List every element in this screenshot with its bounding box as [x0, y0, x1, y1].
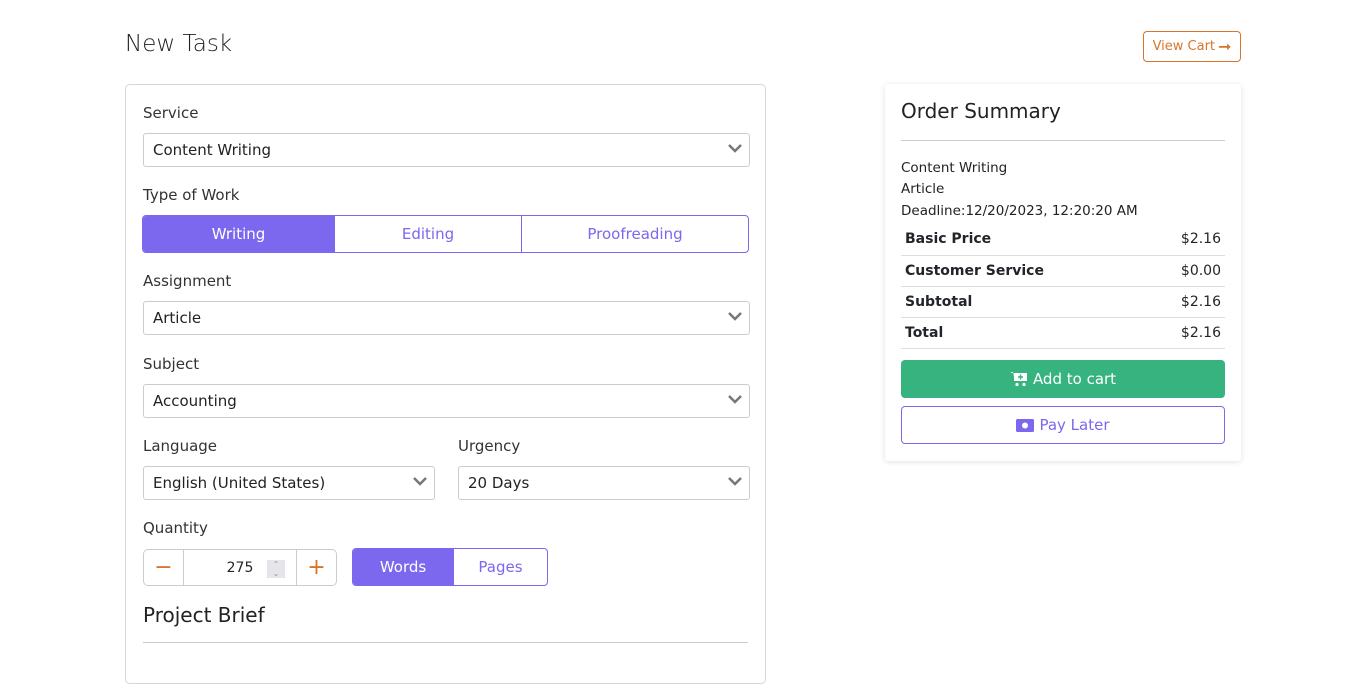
- type-of-work-label: Type of Work: [143, 186, 240, 204]
- table-row: Basic Price $2.16: [901, 224, 1225, 256]
- language-label: Language: [143, 437, 218, 455]
- row-label: Total: [901, 317, 1146, 349]
- order-summary: Order Summary Content Writing Article De…: [885, 84, 1241, 461]
- quantity-input[interactable]: 275 ⌃ ⌄: [183, 550, 297, 585]
- service-select[interactable]: Content Writing: [143, 133, 750, 167]
- row-label: Customer Service: [901, 255, 1146, 287]
- assignment-value: Article: [153, 309, 202, 327]
- divider: [901, 140, 1225, 141]
- table-row: Customer Service $0.00: [901, 255, 1225, 287]
- subject-select[interactable]: Accounting: [143, 384, 750, 418]
- view-cart-button[interactable]: View Cart ➞: [1143, 31, 1241, 62]
- chevron-down-icon: [728, 395, 742, 404]
- subject-value: Accounting: [153, 392, 237, 410]
- row-label: Basic Price: [901, 224, 1146, 256]
- decrement-button[interactable]: −: [154, 555, 173, 580]
- price-table: Basic Price $2.16 Customer Service $0.00 S…: [901, 224, 1225, 349]
- assignment-select[interactable]: Article: [143, 301, 750, 335]
- subject-label: Subject: [143, 355, 200, 373]
- service-label: Service: [143, 104, 199, 122]
- chevron-down-icon: [728, 144, 742, 153]
- arrow-right-icon: ➞: [1218, 37, 1232, 56]
- order-summary-title: Order Summary: [901, 99, 1061, 123]
- quantity-value: 275: [226, 559, 254, 576]
- row-value: $2.16: [1145, 286, 1225, 318]
- summary-deadline: Deadline:12/20/2023, 12:20:20 AM: [901, 203, 1138, 219]
- add-to-cart-button[interactable]: Add to cart: [901, 360, 1225, 398]
- chevron-down-icon: [728, 477, 742, 486]
- unit-pages[interactable]: Pages: [453, 549, 547, 585]
- language-select[interactable]: English (United States): [143, 466, 435, 500]
- pay-later-button[interactable]: Pay Later: [901, 406, 1225, 444]
- cart-plus-icon: [1009, 372, 1027, 387]
- spinner-icon[interactable]: ⌃ ⌄: [267, 560, 285, 578]
- language-value: English (United States): [153, 474, 326, 492]
- table-row: Total $2.16: [901, 317, 1225, 349]
- assignment-label: Assignment: [143, 272, 232, 290]
- row-value: $2.16: [1145, 317, 1225, 349]
- urgency-label: Urgency: [458, 437, 521, 455]
- row-value: $2.16: [1145, 224, 1225, 256]
- service-value: Content Writing: [153, 141, 271, 159]
- task-form: Service Content Writing Type of Work Wri…: [125, 84, 766, 684]
- summary-assignment: Article: [901, 181, 945, 197]
- chevron-down-icon: [728, 312, 742, 321]
- type-proofreading[interactable]: Proofreading: [521, 216, 748, 252]
- unit-words[interactable]: Words: [353, 549, 453, 585]
- pay-later-label: Pay Later: [1039, 416, 1110, 434]
- quantity-stepper: − 275 ⌃ ⌄ +: [143, 549, 337, 586]
- table-row: Subtotal $2.16: [901, 286, 1225, 318]
- type-editing[interactable]: Editing: [334, 216, 521, 252]
- money-bill-icon: [1016, 418, 1035, 432]
- urgency-select[interactable]: 20 Days: [458, 466, 750, 500]
- row-value: $0.00: [1145, 255, 1225, 287]
- page-title: New Task: [125, 31, 233, 57]
- view-cart-label: View Cart: [1152, 39, 1216, 54]
- type-writing[interactable]: Writing: [143, 216, 334, 252]
- quantity-label: Quantity: [143, 519, 208, 537]
- add-to-cart-label: Add to cart: [1032, 370, 1117, 388]
- urgency-value: 20 Days: [468, 474, 530, 492]
- increment-button[interactable]: +: [307, 555, 326, 580]
- row-label: Subtotal: [901, 286, 1146, 318]
- type-of-work-toggle: Writing Editing Proofreading: [142, 215, 749, 253]
- project-brief-heading: Project Brief: [143, 603, 265, 627]
- unit-toggle: Words Pages: [352, 548, 548, 586]
- chevron-down-icon: [413, 477, 427, 486]
- summary-service: Content Writing: [901, 160, 1008, 176]
